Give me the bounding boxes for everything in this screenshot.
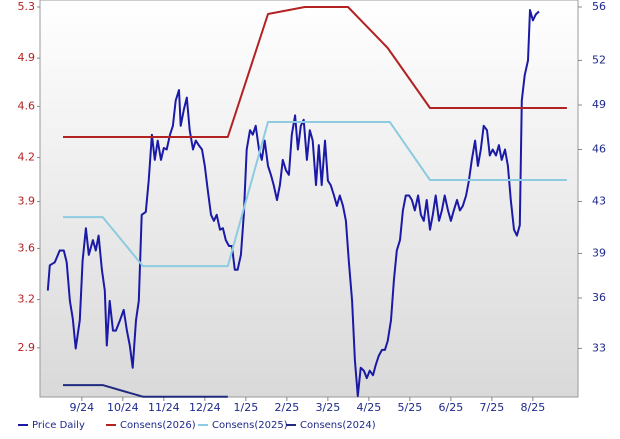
- series-line: [63, 121, 567, 268]
- y2-tick-label: 33: [592, 341, 606, 354]
- y-tick-label: 4.6: [18, 99, 36, 112]
- x-tick-label: 11/24: [148, 401, 180, 414]
- y-tick-label: 3.9: [18, 195, 36, 208]
- y2-tick-label: 36: [592, 291, 606, 304]
- y2-tick-label: 43: [592, 194, 606, 207]
- y2-tick-label: 39: [592, 246, 606, 259]
- y-tick-label: 3.6: [18, 241, 36, 254]
- y2-tick-label: 49: [592, 98, 606, 111]
- x-tick-label: 7/25: [480, 401, 505, 414]
- y-tick-label: 5.3: [18, 0, 36, 13]
- legend-label: Price Daily: [32, 420, 85, 431]
- x-tick-label: 8/25: [521, 401, 546, 414]
- y-tick-label: 2.9: [18, 341, 36, 354]
- legend-label: Consens(2026): [120, 420, 196, 431]
- legend-label: Consens(2024): [300, 420, 376, 431]
- x-tick-label: 2/25: [275, 401, 300, 414]
- series-line: [63, 384, 228, 398]
- y2-tick-label: 56: [592, 0, 606, 13]
- x-tick-label: 12/24: [189, 401, 221, 414]
- y2-tick-label: 46: [592, 143, 606, 156]
- y2-tick-label: 52: [592, 53, 606, 66]
- x-tick-label: 3/25: [316, 401, 341, 414]
- x-tick-label: 10/24: [107, 401, 139, 414]
- x-tick-label: 9/24: [69, 401, 94, 414]
- x-tick-label: 6/25: [439, 401, 464, 414]
- series-line: [63, 6, 567, 138]
- y-tick-label: 3.2: [18, 293, 36, 306]
- y-tick-label: 4.2: [18, 151, 36, 164]
- x-tick-label: 4/25: [357, 401, 382, 414]
- series-line: [46, 9, 540, 397]
- plot-area: [39, 0, 579, 398]
- x-tick-label: 5/25: [398, 401, 423, 414]
- legend-label: Consens(2025): [212, 420, 288, 431]
- y-tick-label: 4.9: [18, 51, 36, 64]
- x-tick-label: 1/25: [233, 401, 258, 414]
